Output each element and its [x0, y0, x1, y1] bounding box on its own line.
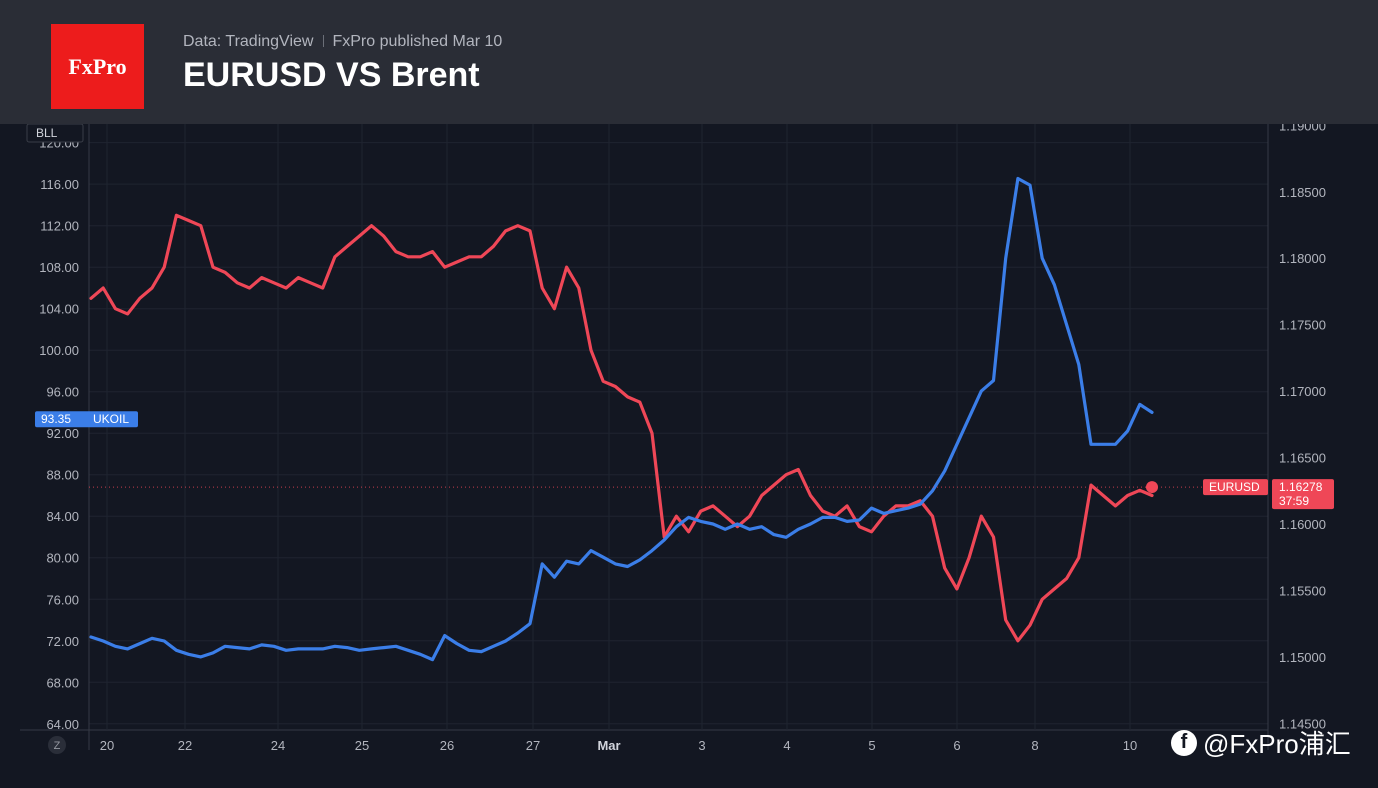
right-tick-label: 1.14500 — [1279, 716, 1326, 731]
weibo-icon: f — [1171, 729, 1197, 756]
time-axis: 20 22 24 25 26 27 Mar 3 4 5 6 8 10 Z — [48, 736, 1137, 754]
left-axis-unit-label: BLL — [36, 126, 58, 140]
left-tick-label: 76.00 — [46, 592, 79, 607]
series-lines — [89, 176, 1154, 662]
left-tick-label: 72.00 — [46, 634, 79, 649]
series-line-ukoil — [89, 213, 1154, 643]
publish-info: FxPro published Mar 10 — [332, 33, 503, 50]
right-tick-label: 1.19000 — [1279, 124, 1326, 133]
time-tick-label: 24 — [271, 738, 285, 753]
time-tick-label: 20 — [100, 738, 114, 753]
left-tick-label: 88.00 — [46, 468, 79, 483]
left-tick-label: 64.00 — [46, 717, 79, 732]
time-tick-label: 10 — [1123, 738, 1137, 753]
series-line-eurusd — [89, 176, 1154, 662]
header-bar: FxPro Data: TradingView FxPro published M… — [0, 0, 1378, 124]
chart-title: EURUSD VS Brent — [183, 56, 480, 94]
right-tick-label: 1.16500 — [1279, 451, 1326, 466]
time-tick-label: 5 — [868, 738, 875, 753]
left-tick-label: 84.00 — [46, 509, 79, 524]
left-tick-label: 96.00 — [46, 385, 79, 400]
weibo-watermark: f @FxPro浦汇 — [1171, 724, 1351, 761]
eurusd-name-tag-label: EURUSD — [1209, 480, 1260, 494]
timezone-badge-label: Z — [54, 740, 61, 752]
grid-lines — [20, 124, 1269, 750]
right-tick-label: 1.15000 — [1279, 650, 1326, 665]
time-tick-label: 25 — [355, 738, 369, 753]
fxpro-logo: FxPro — [51, 24, 144, 109]
left-tick-label: 92.00 — [46, 426, 79, 441]
right-tick-label: 1.18000 — [1279, 251, 1326, 266]
eurusd-value-tag — [1272, 479, 1334, 510]
left-tick-label: 108.00 — [39, 260, 79, 275]
subtitle-divider — [323, 35, 325, 47]
left-tick-label: 104.00 — [39, 302, 79, 317]
right-axis: 1.19000 1.18500 1.18000 1.17500 1.17000 1.165… — [1279, 124, 1326, 731]
time-tick-label: 8 — [1031, 738, 1038, 753]
left-tick-label: 68.00 — [46, 675, 79, 690]
ukoil-price-tag-name: UKOIL — [93, 412, 129, 426]
chart-subtitle: Data: TradingView FxPro published Mar 10 — [183, 33, 502, 51]
left-axis: 120.00116.00112.00108.00104.00100.0096.0… — [26, 124, 84, 732]
left-tick-label: 112.00 — [40, 219, 79, 234]
data-source: Data: TradingView — [183, 33, 314, 50]
ukoil-price-tag-value: 93.35 — [41, 412, 71, 426]
eurusd-name-tag — [1203, 479, 1268, 496]
watermark-text: @FxPro浦汇 — [1203, 729, 1351, 759]
left-tick-label: 116.00 — [40, 177, 79, 192]
time-tick-label: 27 — [526, 738, 540, 753]
time-tick-label: 22 — [178, 738, 192, 753]
time-tick-label: 4 — [783, 738, 790, 753]
right-tick-label: 1.17500 — [1279, 318, 1326, 333]
right-tick-label: 1.17000 — [1279, 384, 1326, 399]
left-tick-label: 80.00 — [46, 551, 79, 566]
right-tick-label: 1.16000 — [1279, 517, 1326, 532]
time-tick-label: 6 — [953, 738, 960, 753]
chart-plot: 120.00116.00112.00108.00104.00100.0096.0… — [20, 124, 1334, 754]
timezone-badge — [48, 736, 66, 754]
ukoil-price-tag — [35, 411, 138, 428]
eurusd-value-tag-countdown: 37:59 — [1279, 494, 1309, 508]
left-tick-label: 100.00 — [39, 343, 79, 358]
eurusd-last-point — [1146, 481, 1158, 494]
eurusd-value-tag-price: 1.16278 — [1279, 480, 1323, 494]
left-axis-unit-box — [26, 124, 84, 143]
time-tick-label: Mar — [597, 738, 620, 753]
time-tick-label: 3 — [698, 738, 705, 753]
right-tick-label: 1.18500 — [1279, 185, 1326, 200]
right-tick-label: 1.15500 — [1279, 583, 1326, 598]
time-tick-label: 26 — [440, 738, 454, 753]
